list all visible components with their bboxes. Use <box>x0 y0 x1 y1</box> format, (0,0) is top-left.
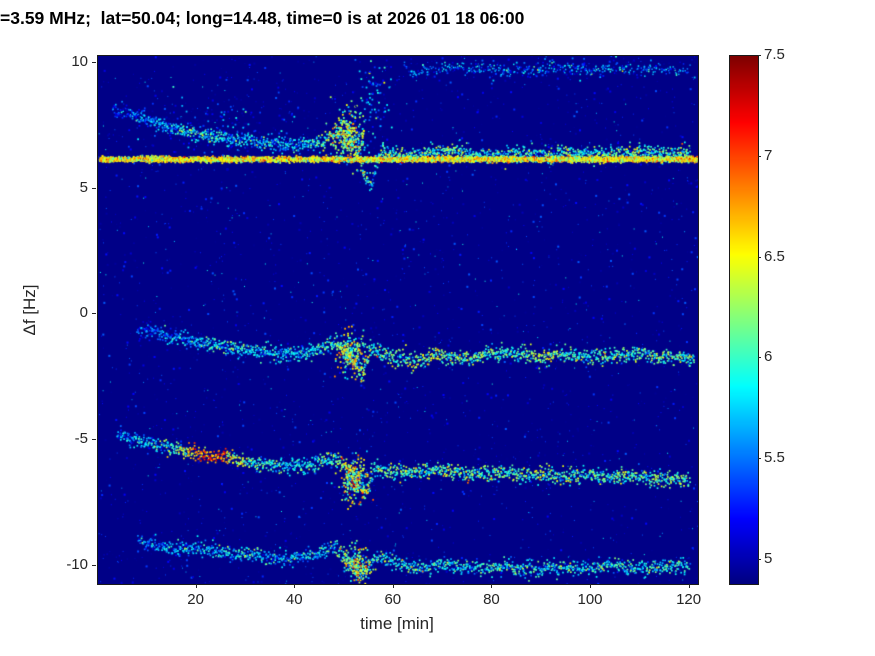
y-tick-label: -10 <box>42 555 88 575</box>
colorbar-tick-label: 6.5 <box>764 247 808 267</box>
x-tick-label: 100 <box>560 590 620 610</box>
y-tick-label: 10 <box>42 52 88 72</box>
spectrogram-plot-area <box>97 55 699 585</box>
y-tick-mark <box>92 62 96 63</box>
colorbar-tick-mark <box>758 257 761 258</box>
colorbar-tick-mark <box>758 458 761 459</box>
y-tick-mark <box>92 188 96 189</box>
y-tick-label: 5 <box>42 178 88 198</box>
colorbar-tick-mark <box>758 559 761 560</box>
x-tick-label: 60 <box>363 590 423 610</box>
colorbar-tick-label: 5 <box>764 549 808 569</box>
y-tick-mark <box>92 313 96 314</box>
y-tick-mark <box>92 439 96 440</box>
x-tick-label: 80 <box>461 590 521 610</box>
colorbar-tick-label: 5.5 <box>764 448 808 468</box>
y-tick-label: -5 <box>42 429 88 449</box>
x-tick-mark <box>196 584 197 588</box>
x-tick-label: 120 <box>659 590 719 610</box>
colorbar-tick-label: 7 <box>764 146 808 166</box>
spectrogram-figure: =3.59 MHz; lat=50.04; long=14.48, time=0… <box>0 0 875 656</box>
colorbar-tick-label: 6 <box>764 347 808 367</box>
x-tick-mark <box>689 584 690 588</box>
x-tick-mark <box>491 584 492 588</box>
x-tick-mark <box>294 584 295 588</box>
x-tick-mark <box>393 584 394 588</box>
x-axis-label: time [min] <box>360 614 434 634</box>
colorbar-tick-mark <box>758 357 761 358</box>
y-tick-label: 0 <box>42 303 88 323</box>
y-tick-mark <box>92 565 96 566</box>
colorbar <box>729 55 759 585</box>
colorbar-tick-mark <box>758 156 761 157</box>
x-tick-label: 40 <box>264 590 324 610</box>
y-axis-label: Δf [Hz] <box>20 284 40 335</box>
x-tick-mark <box>590 584 591 588</box>
x-tick-label: 20 <box>166 590 226 610</box>
colorbar-tick-mark <box>758 55 761 56</box>
chart-title: =3.59 MHz; lat=50.04; long=14.48, time=0… <box>0 8 875 29</box>
colorbar-tick-label: 7.5 <box>764 45 808 65</box>
